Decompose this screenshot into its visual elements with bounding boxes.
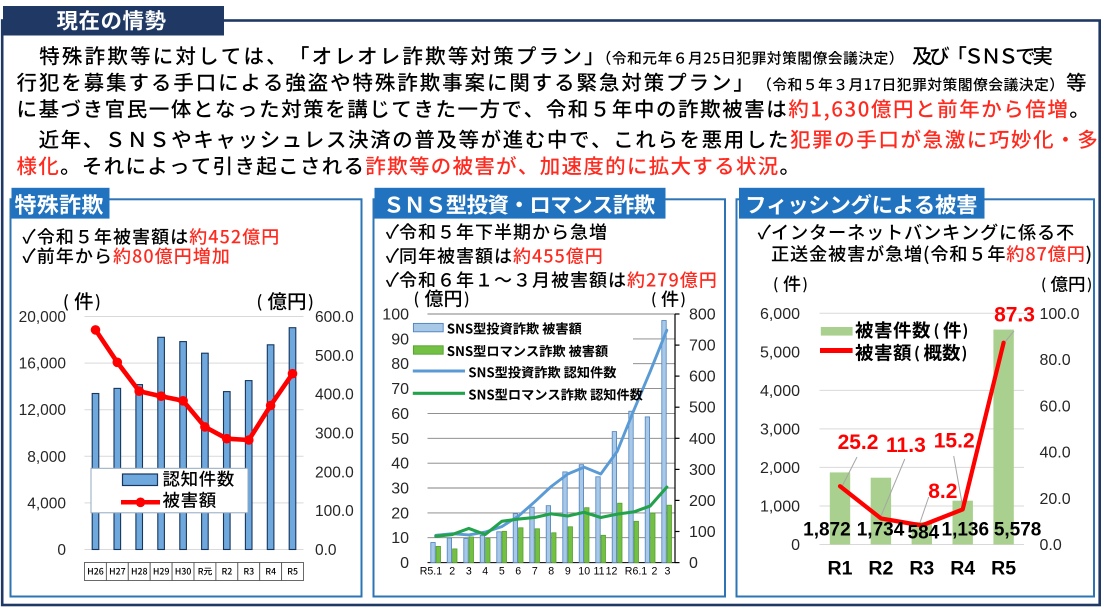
svg-text:3: 3 <box>466 566 472 578</box>
svg-text:5,000: 5,000 <box>760 344 800 361</box>
svg-text:60: 60 <box>391 406 409 423</box>
svg-text:60.0: 60.0 <box>1040 398 1071 415</box>
svg-text:2,000: 2,000 <box>760 460 800 477</box>
svg-text:20,000: 20,000 <box>19 309 67 326</box>
svg-text:10: 10 <box>578 566 590 578</box>
svg-text:600: 600 <box>689 369 716 386</box>
svg-text:300: 300 <box>689 462 716 479</box>
svg-text:1,000: 1,000 <box>760 499 800 516</box>
svg-text:10: 10 <box>391 530 409 547</box>
svg-text:500: 500 <box>689 400 716 417</box>
svg-text:400: 400 <box>689 431 716 448</box>
svg-text:200.0: 200.0 <box>315 464 354 481</box>
svg-text:11: 11 <box>594 566 605 578</box>
svg-text:R6.1: R6.1 <box>625 566 647 578</box>
svg-text:0.0: 0.0 <box>1040 537 1062 554</box>
svg-text:8: 8 <box>548 566 554 578</box>
svg-text:87.3: 87.3 <box>994 304 1035 327</box>
svg-text:700: 700 <box>689 338 716 355</box>
svg-text:800: 800 <box>689 307 716 324</box>
svg-text:6,000: 6,000 <box>760 306 800 323</box>
svg-text:80.0: 80.0 <box>1040 352 1071 369</box>
svg-text:2: 2 <box>652 566 658 578</box>
svg-text:11.3: 11.3 <box>886 434 926 457</box>
svg-text:6: 6 <box>515 566 521 578</box>
svg-text:0: 0 <box>57 542 66 559</box>
svg-text:12: 12 <box>606 566 618 578</box>
svg-text:8,000: 8,000 <box>27 449 66 466</box>
svg-text:0.0: 0.0 <box>315 542 337 559</box>
svg-text:9: 9 <box>565 566 571 578</box>
svg-text:400.0: 400.0 <box>315 387 354 404</box>
svg-text:1,734: 1,734 <box>857 520 905 541</box>
svg-text:50: 50 <box>391 431 409 448</box>
svg-text:3,000: 3,000 <box>760 421 800 438</box>
svg-text:12,000: 12,000 <box>19 402 67 419</box>
svg-text:R5.1: R5.1 <box>420 566 442 578</box>
svg-text:90: 90 <box>391 331 409 348</box>
svg-text:4,000: 4,000 <box>27 495 66 512</box>
svg-text:100: 100 <box>689 524 716 541</box>
svg-text:R3: R3 <box>909 558 934 580</box>
svg-text:16,000: 16,000 <box>19 356 67 373</box>
svg-text:3: 3 <box>665 566 671 578</box>
svg-text:100: 100 <box>382 307 409 324</box>
svg-text:40: 40 <box>391 456 409 473</box>
svg-text:1,872: 1,872 <box>803 520 851 541</box>
svg-text:8.2: 8.2 <box>928 480 957 503</box>
svg-text:0: 0 <box>791 537 800 554</box>
svg-text:300.0: 300.0 <box>315 426 354 443</box>
svg-text:80: 80 <box>391 356 409 373</box>
svg-text:30: 30 <box>391 481 409 498</box>
svg-text:25.2: 25.2 <box>838 431 879 454</box>
svg-text:R5: R5 <box>991 558 1016 580</box>
svg-text:R2: R2 <box>868 558 893 580</box>
svg-text:0: 0 <box>400 555 409 572</box>
svg-text:20: 20 <box>391 505 409 522</box>
svg-text:70: 70 <box>391 381 409 398</box>
svg-text:5,578: 5,578 <box>994 520 1042 541</box>
svg-text:0: 0 <box>689 555 698 572</box>
svg-text:2: 2 <box>449 566 455 578</box>
svg-text:100.0: 100.0 <box>315 503 354 520</box>
svg-text:600.0: 600.0 <box>315 309 354 326</box>
svg-text:4: 4 <box>482 566 488 578</box>
svg-text:40.0: 40.0 <box>1040 445 1071 462</box>
svg-text:R1: R1 <box>828 558 853 580</box>
svg-text:20.0: 20.0 <box>1040 491 1071 508</box>
svg-text:7: 7 <box>532 566 538 578</box>
svg-text:584: 584 <box>908 523 940 544</box>
svg-text:1,136: 1,136 <box>942 520 990 541</box>
svg-text:100.0: 100.0 <box>1040 306 1080 323</box>
svg-text:15.2: 15.2 <box>934 430 975 453</box>
svg-text:R4: R4 <box>950 558 975 580</box>
svg-text:200: 200 <box>689 493 716 510</box>
svg-text:500.0: 500.0 <box>315 348 354 365</box>
svg-text:5: 5 <box>499 566 505 578</box>
svg-text:4,000: 4,000 <box>760 383 800 400</box>
